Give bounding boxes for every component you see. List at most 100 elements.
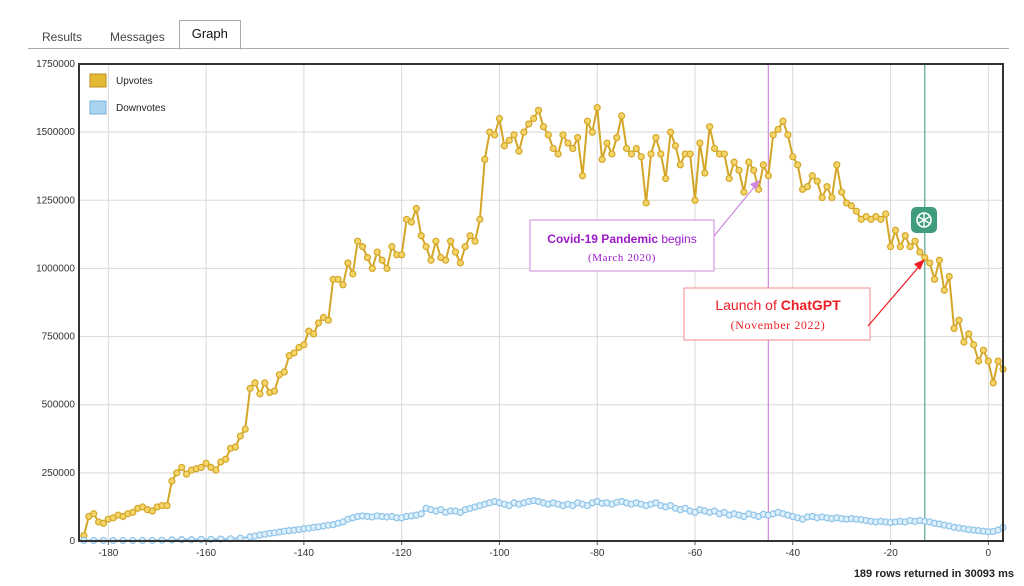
- upvotes-point: [466, 232, 474, 240]
- upvotes-point: [833, 161, 841, 169]
- y-tick-label: 1500000: [36, 127, 75, 138]
- upvotes-point: [324, 316, 332, 324]
- upvotes-point: [789, 153, 797, 161]
- upvotes-point: [960, 338, 968, 346]
- upvotes-point: [926, 259, 934, 267]
- upvotes-point: [647, 150, 655, 158]
- upvotes-point: [90, 510, 98, 518]
- upvotes-point: [803, 183, 812, 191]
- upvotes-point: [896, 243, 904, 251]
- covid-annotation-bold: Covid-19 Pandemic: [547, 232, 658, 246]
- chatgpt-annotation-box: [683, 287, 871, 341]
- upvotes-point: [696, 139, 704, 147]
- chatgpt-annotation-date: (November 2022): [731, 318, 826, 332]
- upvotes-point: [544, 131, 552, 139]
- upvotes-point: [422, 243, 430, 251]
- upvotes-point: [745, 158, 753, 166]
- upvotes-point: [290, 349, 298, 357]
- upvotes-point: [935, 256, 944, 264]
- x-tick-label: -120: [392, 548, 412, 559]
- upvotes-point: [622, 144, 631, 153]
- upvotes-point: [354, 237, 362, 245]
- upvotes-point: [642, 199, 650, 207]
- upvotes-point: [173, 469, 181, 477]
- upvotes-point: [222, 455, 230, 463]
- tab-results[interactable]: Results: [42, 30, 83, 44]
- upvotes-point: [676, 161, 684, 169]
- x-tick-label: -40: [786, 548, 801, 559]
- upvotes-point: [891, 226, 900, 234]
- covid-annotation-arrowhead: [750, 180, 760, 190]
- upvotes-point: [662, 174, 670, 183]
- upvotes-point: [398, 251, 406, 259]
- covid-annotation-arrow: [713, 179, 761, 237]
- upvotes-point: [334, 275, 342, 283]
- covid-annotation-box: [529, 219, 715, 272]
- legend-swatch-upvotes: [89, 73, 107, 88]
- y-tick-label: 1750000: [36, 59, 75, 70]
- upvotes-point: [979, 346, 988, 354]
- chatgpt-annotation: Launch of ChatGPT (November 2022): [683, 259, 925, 341]
- downvotes-series: [80, 497, 1007, 545]
- upvotes-point: [671, 142, 680, 150]
- upvotes-point: [740, 188, 748, 196]
- upvotes-point: [916, 248, 924, 256]
- plot-frame: [78, 63, 1004, 542]
- upvotes-point: [564, 139, 572, 147]
- x-tick-label: -20: [883, 548, 898, 559]
- upvotes-point: [349, 270, 357, 278]
- x-tick-label: -60: [688, 548, 703, 559]
- upvotes-point: [236, 432, 244, 440]
- tab-messages[interactable]: Messages: [110, 30, 165, 44]
- upvotes-point: [241, 425, 249, 433]
- upvotes-point: [163, 501, 171, 510]
- upvotes-point: [148, 507, 156, 515]
- upvotes-point: [505, 136, 513, 144]
- chatgpt-annotation-pre: Launch of: [715, 297, 780, 313]
- covid-annotation: Covid-19 Pandemic begins(March 2020): [529, 179, 761, 272]
- upvotes-point: [373, 248, 381, 256]
- upvotes-point: [808, 172, 816, 180]
- tab-underline: [28, 48, 1009, 49]
- upvotes-point: [368, 264, 376, 273]
- upvotes-point: [407, 218, 416, 226]
- upvotes-point: [251, 379, 259, 387]
- upvotes-point: [794, 161, 802, 169]
- x-tick-label: -160: [196, 548, 216, 559]
- downvotes-point: [417, 510, 425, 518]
- tab-graph[interactable]: Graph: [178, 20, 241, 50]
- chatgpt-annotation-arrowhead: [914, 259, 925, 270]
- upvotes-point: [720, 150, 728, 158]
- upvotes-point: [476, 215, 484, 223]
- upvotes-point: [256, 390, 264, 398]
- upvotes-point: [906, 243, 914, 251]
- chatgpt-annotation-title: Launch of ChatGPT: [715, 297, 841, 313]
- upvotes-point: [818, 193, 826, 202]
- upvotes-point: [637, 153, 645, 161]
- upvotes-point: [725, 174, 733, 183]
- upvotes-point: [970, 341, 978, 349]
- upvotes-point: [412, 204, 420, 213]
- y-tick-label: 750000: [42, 332, 76, 343]
- upvotes-point: [427, 256, 435, 264]
- upvotes-point: [989, 379, 997, 387]
- upvotes-point: [534, 106, 543, 114]
- upvotes-point: [515, 147, 523, 155]
- upvotes-point: [270, 387, 279, 395]
- upvotes-point: [461, 243, 469, 251]
- upvotes-point: [231, 443, 240, 451]
- upvotes-point: [583, 117, 592, 125]
- covid-annotation-date: (March 2020): [588, 252, 656, 264]
- upvotes-point: [495, 114, 504, 123]
- upvotes-point: [613, 133, 621, 142]
- upvotes-point: [432, 237, 440, 245]
- downvotes-point: [168, 536, 176, 544]
- upvotes-point: [99, 519, 108, 527]
- upvotes-point: [813, 177, 821, 185]
- upvotes-point: [618, 112, 626, 120]
- upvotes-point: [608, 150, 616, 158]
- upvotes-point: [456, 259, 464, 267]
- upvotes-point: [730, 158, 738, 166]
- upvotes-point: [750, 166, 758, 174]
- upvotes-point: [852, 207, 860, 215]
